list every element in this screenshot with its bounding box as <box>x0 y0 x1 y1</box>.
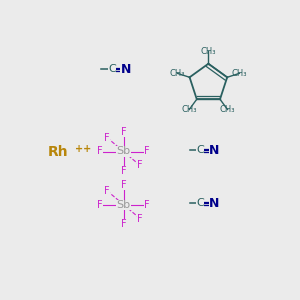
Text: F: F <box>98 200 103 210</box>
Text: CH₃: CH₃ <box>182 105 197 114</box>
Text: CH₃: CH₃ <box>201 46 216 56</box>
Text: N: N <box>209 144 219 157</box>
Text: F: F <box>137 214 143 224</box>
Text: F: F <box>121 219 126 229</box>
Text: F: F <box>121 166 126 176</box>
Text: F: F <box>104 133 110 142</box>
Text: F: F <box>98 146 103 157</box>
Text: F: F <box>144 146 150 157</box>
Text: CH₃: CH₃ <box>232 69 247 78</box>
Text: N: N <box>121 63 131 76</box>
Text: ++: ++ <box>75 144 91 154</box>
Text: C: C <box>108 64 116 74</box>
Text: Rh: Rh <box>48 145 69 158</box>
Text: F: F <box>137 160 143 170</box>
Text: F: F <box>121 127 126 137</box>
Text: Sb: Sb <box>116 200 130 210</box>
Text: C: C <box>196 199 204 208</box>
Text: Sb: Sb <box>116 146 130 157</box>
Text: F: F <box>144 200 150 210</box>
Text: N: N <box>209 197 219 210</box>
Text: C: C <box>196 145 204 155</box>
Text: CH₃: CH₃ <box>220 105 235 114</box>
Text: CH₃: CH₃ <box>170 69 185 78</box>
Text: F: F <box>104 186 110 196</box>
Text: F: F <box>121 180 126 190</box>
